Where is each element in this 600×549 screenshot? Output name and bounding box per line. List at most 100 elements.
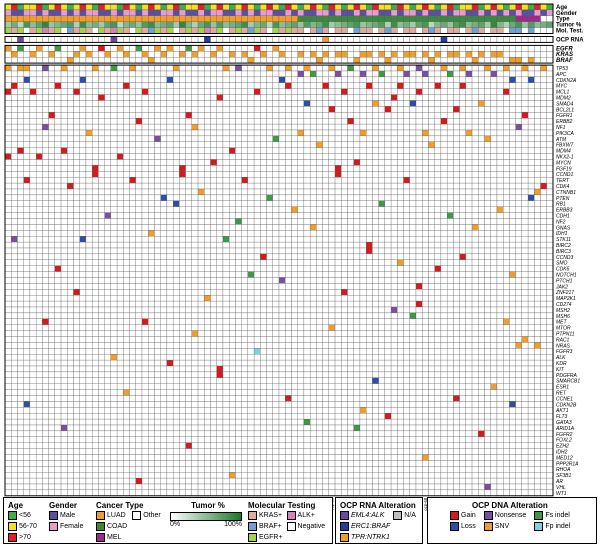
dna-cell [73, 82, 80, 89]
dna-cell [378, 318, 386, 325]
dna-cell [204, 106, 211, 113]
dna-cell [378, 253, 386, 260]
dna-cell [98, 129, 105, 137]
dna-cell [503, 153, 510, 160]
dna-cell [60, 106, 68, 113]
dna-cell [141, 277, 149, 284]
dna-cell [397, 177, 404, 184]
dna-cell [260, 336, 267, 343]
dna-cell [291, 194, 298, 201]
dna-cell [521, 277, 529, 284]
dna-cell [222, 147, 230, 154]
dna-cell [172, 295, 180, 302]
dna-cell [415, 118, 423, 125]
clinical-cell [253, 15, 261, 22]
dna-cell [172, 306, 180, 314]
clinical-cell [35, 3, 43, 11]
dna-cell [204, 318, 211, 325]
dna-cell [85, 76, 93, 83]
dna-cell [459, 112, 466, 119]
dna-cell [104, 106, 112, 113]
dna-cell [210, 289, 217, 296]
dna-cell [515, 330, 523, 337]
dna-cell [247, 289, 255, 296]
dna-cell [347, 336, 354, 343]
dna-cell [278, 135, 286, 142]
dna-cell [204, 141, 211, 148]
dna-cell [353, 64, 361, 72]
dna-cell [222, 70, 230, 78]
dna-cell [116, 200, 124, 207]
dna-cell [278, 236, 286, 243]
clinical-cell [353, 27, 361, 34]
dna-cell [334, 171, 342, 178]
dna-cell [191, 88, 199, 95]
dna-cell [272, 312, 280, 319]
dna-cell [422, 318, 429, 325]
dna-cell [166, 57, 174, 64]
dna-cell [4, 70, 12, 78]
dna-cell [359, 57, 367, 64]
rna-cell [67, 36, 74, 43]
clinical-cell [390, 15, 398, 22]
dna-cell [446, 100, 454, 107]
dna-cell [409, 283, 417, 290]
dna-cell [297, 165, 305, 172]
dna-cell [216, 100, 224, 107]
clinical-cell [366, 3, 373, 11]
dna-cell [434, 106, 442, 113]
rna-cell [496, 36, 504, 43]
dna-cell [241, 153, 249, 160]
dna-cell [98, 241, 105, 249]
dna-cell [328, 135, 336, 142]
dna-cell [540, 218, 547, 225]
dna-cell [496, 177, 504, 184]
dna-cell [129, 100, 136, 107]
dna-cell [98, 247, 105, 255]
dna-cell [179, 141, 186, 148]
dna-cell [160, 194, 168, 201]
dna-cell [322, 277, 329, 284]
dna-cell [490, 271, 498, 278]
dna-cell [503, 182, 510, 190]
dna-cell [266, 342, 273, 349]
dna-cell [67, 118, 74, 125]
dna-cell [141, 236, 149, 243]
dna-cell [515, 70, 523, 78]
dna-cell [521, 259, 529, 266]
dna-cell [422, 253, 429, 260]
dna-cell [297, 312, 305, 319]
dna-cell [503, 230, 510, 237]
dna-cell [285, 247, 292, 255]
dna-cell [446, 330, 454, 337]
dna-cell [484, 57, 491, 64]
dna-cell [272, 253, 280, 260]
dna-cell [23, 295, 31, 302]
dna-cell [266, 318, 273, 325]
dna-cell [148, 306, 155, 314]
dna-cell [29, 230, 37, 237]
dna-cell [322, 64, 329, 72]
dna-cell [341, 283, 348, 290]
dna-cell [179, 224, 186, 231]
dna-cell [341, 147, 348, 154]
dna-cell [415, 165, 423, 172]
clinical-cell [110, 9, 118, 16]
dna-cell [496, 51, 504, 58]
dna-cell [253, 312, 261, 319]
dna-cell [341, 324, 348, 331]
dna-cell [378, 188, 386, 196]
dna-cell [216, 188, 224, 196]
dna-cell [141, 259, 149, 266]
clinical-cell [92, 3, 99, 11]
dna-cell [534, 300, 541, 308]
dna-cell [35, 51, 43, 58]
dna-cell [54, 241, 62, 249]
dna-cell [197, 318, 205, 325]
dna-cell [459, 82, 466, 89]
dna-cell [48, 194, 55, 201]
dna-cell [216, 82, 224, 89]
dna-cell [235, 188, 242, 196]
dna-cell [35, 259, 43, 266]
dna-cell [440, 253, 448, 260]
